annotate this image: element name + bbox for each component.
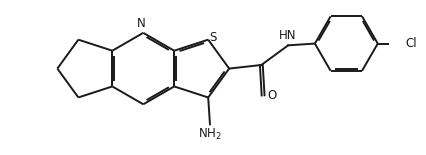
Text: NH$_2$: NH$_2$ (198, 127, 222, 142)
Text: N: N (137, 17, 146, 30)
Text: S: S (208, 31, 216, 44)
Text: Cl: Cl (405, 37, 416, 50)
Text: HN: HN (278, 29, 296, 42)
Text: O: O (267, 89, 276, 102)
